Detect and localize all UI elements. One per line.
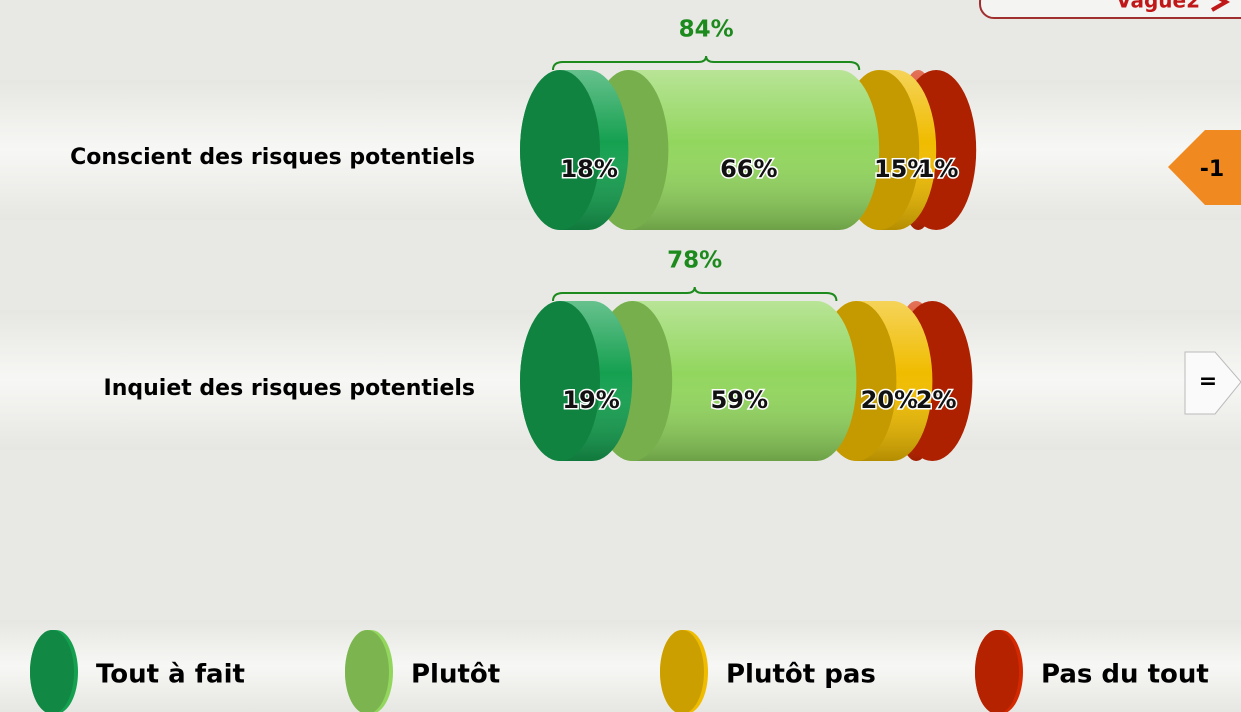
legend-swatch-face — [30, 630, 74, 712]
badge-shape — [1184, 351, 1241, 415]
legend-label: Plutôt pas — [726, 660, 876, 690]
header-button[interactable]: Vague2 — [979, 0, 1241, 19]
badge-shape — [1168, 130, 1241, 205]
value-label: 20% — [861, 386, 918, 414]
legend-swatch-face — [660, 630, 704, 712]
bar-face — [520, 301, 600, 461]
legend-label: Plutôt — [411, 660, 500, 690]
value-label: 66% — [720, 155, 777, 183]
button-frame — [979, 0, 1241, 19]
change-badge: -1 — [1168, 130, 1241, 205]
legend-swatch-face — [975, 630, 1019, 712]
button-label: Vague2 — [1116, 0, 1200, 13]
badge-label: = — [1199, 369, 1217, 394]
legend-swatch-face — [345, 630, 389, 712]
change-badge: = — [1184, 351, 1241, 415]
value-label: 1% — [918, 155, 959, 183]
value-label: 59% — [711, 386, 768, 414]
value-label: 18% — [560, 155, 617, 183]
value-label: 19% — [562, 386, 619, 414]
legend-label: Tout à fait — [96, 660, 245, 690]
value-label: 2% — [916, 386, 957, 414]
band — [0, 620, 1241, 712]
total-bracket — [552, 286, 838, 302]
total-label: 78% — [667, 248, 722, 274]
total-label: 84% — [679, 17, 734, 43]
value-label: 15% — [874, 155, 931, 183]
button-arrow — [1211, 0, 1231, 12]
category-label: Conscient des risques potentiels — [70, 145, 475, 170]
bar-face — [520, 70, 600, 230]
badge-label: -1 — [1200, 157, 1224, 182]
category-label: Inquiet des risques potentiels — [104, 376, 475, 401]
legend-label: Pas du tout — [1041, 660, 1209, 690]
total-bracket — [552, 55, 861, 71]
